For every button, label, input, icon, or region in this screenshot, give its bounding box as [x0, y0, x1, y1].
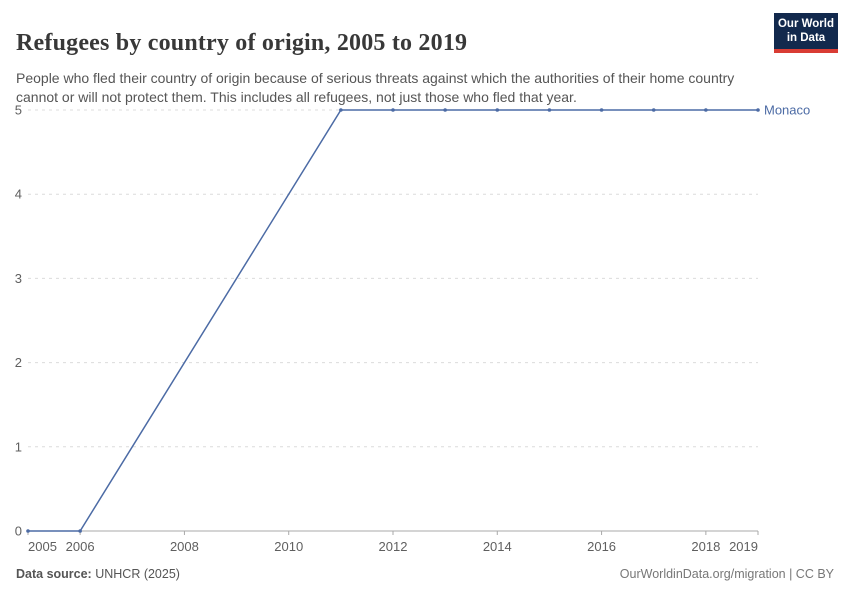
data-point-monaco-2017[interactable]	[651, 108, 656, 112]
y-axis-label-0: 0	[15, 524, 22, 539]
y-axis-label-3: 3	[15, 271, 22, 286]
chart-canvas[interactable]: 0 1 2 3 4 5 2005 2006 2008 2010 2012 2014 2016 2018 20…	[0, 95, 850, 562]
data-point-monaco-2016[interactable]	[599, 108, 604, 112]
data-point-monaco-2014[interactable]	[495, 108, 500, 112]
series-line-monaco[interactable]	[27, 109, 759, 532]
y-axis-label-1: 1	[15, 439, 22, 454]
y-axis-label-5: 5	[15, 103, 22, 118]
data-source-label: Data source:	[16, 567, 92, 581]
data-source-value: UNHCR (2025)	[91, 567, 180, 581]
chart-subtitle: People who fled their country of origin …	[16, 70, 735, 105]
license-link[interactable]: OurWorldinData.org/migration | CC BY	[619, 567, 834, 581]
data-point-monaco-2012[interactable]	[391, 108, 395, 112]
x-axis-label-2012: 2012	[379, 539, 408, 554]
x-axis-label-2019: 2019	[729, 539, 758, 554]
x-axis-label-2010: 2010	[274, 539, 303, 554]
y-axis-label-4: 4	[15, 187, 22, 202]
data-point-monaco-2019[interactable]	[756, 108, 760, 112]
owid-logo-line2: in Data	[786, 31, 826, 44]
data-point-monaco-2006[interactable]	[78, 529, 82, 533]
data-point-monaco-2005[interactable]	[26, 529, 30, 533]
y-axis-label-2: 2	[15, 355, 22, 370]
chart-footer: Data source: UNHCR (2025) OurWorldinData…	[16, 567, 834, 581]
series-label-monaco[interactable]: Monaco	[764, 103, 810, 118]
data-source-note: Data source: UNHCR (2025)	[16, 567, 180, 581]
page-title: Refugees by country of origin, 2005 to 2…	[16, 30, 468, 57]
data-point-monaco-2018[interactable]	[704, 108, 708, 112]
x-axis-label-2016: 2016	[587, 539, 616, 554]
x-axis-label-2005: 2005	[28, 539, 57, 554]
owid-logo[interactable]: Our World in Data	[774, 13, 838, 53]
x-axis-label-2014: 2014	[483, 539, 512, 554]
data-point-monaco-2015[interactable]	[547, 108, 552, 112]
owid-logo-line1: Our World	[777, 18, 834, 30]
x-axis-label-2018: 2018	[691, 539, 720, 554]
data-point-monaco-2011[interactable]	[339, 108, 343, 112]
x-axis-label-2008: 2008	[170, 539, 199, 554]
data-point-monaco-2013[interactable]	[443, 108, 447, 112]
x-axis-label-2006: 2006	[66, 539, 95, 554]
